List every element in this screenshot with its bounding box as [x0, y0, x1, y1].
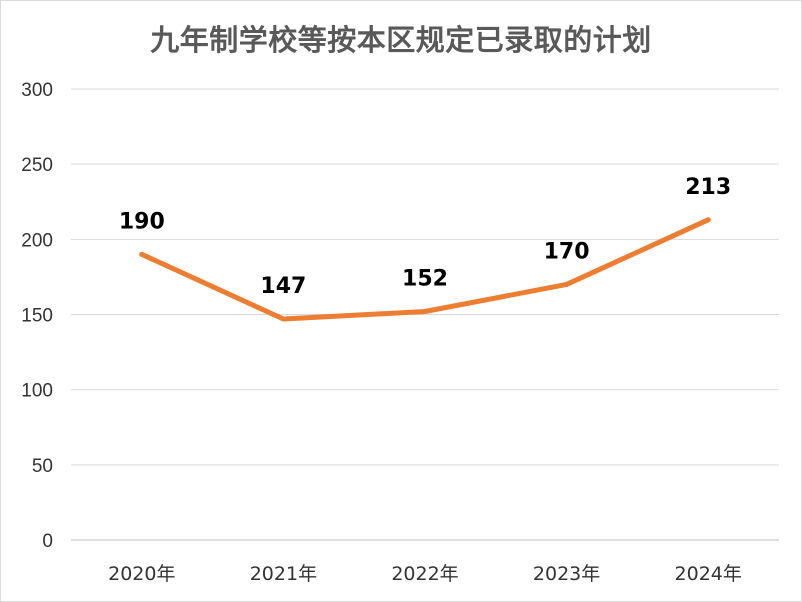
y-tick-label: 300 — [21, 80, 53, 101]
data-label: 170 — [544, 239, 590, 264]
y-tick-label: 100 — [21, 381, 53, 402]
data-point — [280, 316, 286, 322]
data-label: 213 — [685, 175, 731, 200]
y-tick-label: 50 — [32, 456, 53, 477]
x-tick-label: 2023年 — [533, 563, 600, 585]
data-point — [705, 217, 711, 223]
y-tick-label: 200 — [21, 230, 53, 251]
y-tick-label: 0 — [42, 531, 53, 552]
x-tick-label: 2020年 — [108, 563, 175, 585]
data-label: 147 — [260, 274, 306, 299]
data-point — [139, 251, 145, 257]
data-point — [564, 281, 570, 287]
x-tick-label: 2021年 — [250, 563, 317, 585]
data-point — [422, 308, 428, 314]
data-label: 190 — [119, 209, 165, 234]
x-tick-label: 2022年 — [391, 563, 458, 585]
chart-title: 九年制学校等按本区规定已录取的计划 — [150, 23, 652, 57]
y-tick-label: 150 — [21, 306, 53, 327]
y-tick-label: 250 — [21, 155, 53, 176]
x-tick-label: 2024年 — [675, 563, 742, 585]
data-label: 152 — [402, 266, 448, 291]
